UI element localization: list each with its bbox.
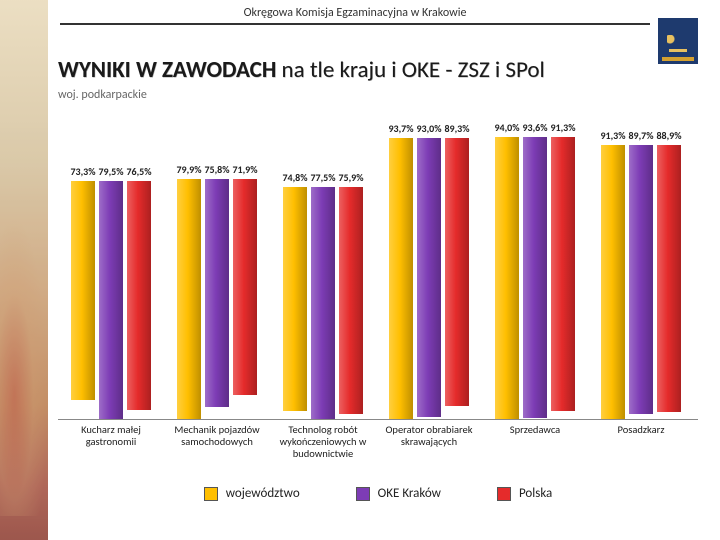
bar-value-label: 74,8%	[282, 171, 307, 184]
legend-item-oke: OKE Kraków	[356, 486, 441, 501]
subtitle-region: woj. podkarpackie	[58, 88, 147, 102]
bar: 73,3%	[71, 181, 95, 401]
logo-bar	[662, 57, 694, 61]
bar: 77,5%	[311, 187, 335, 420]
results-bar-chart: 73,3%79,5%76,5%79,9%75,8%71,9%74,8%77,5%…	[58, 120, 698, 470]
legend-swatch	[497, 487, 511, 501]
bar: 76,5%	[127, 181, 151, 411]
bar-value-label: 75,8%	[204, 163, 229, 176]
bar-group: 91,3%89,7%88,9%	[588, 145, 694, 419]
category-label: Posadzkarz	[588, 424, 694, 436]
bar: 93,7%	[389, 138, 413, 419]
legend-label: Polska	[519, 486, 552, 501]
bar: 94,0%	[495, 137, 519, 419]
page-title: WYNIKI W ZAWODACH na tle kraju i OKE - Z…	[58, 56, 545, 84]
bar-group: 93,7%93,0%89,3%	[376, 138, 482, 419]
legend-label: województwo	[226, 486, 300, 501]
bar: 71,9%	[233, 179, 257, 395]
chart-plot-area: 73,3%79,5%76,5%79,9%75,8%71,9%74,8%77,5%…	[58, 120, 698, 420]
bar-value-label: 77,5%	[310, 171, 335, 184]
bar-value-label: 89,3%	[444, 122, 469, 135]
legend-item-polska: Polska	[497, 486, 552, 501]
category-label: Sprzedawca	[482, 424, 588, 436]
bar: 75,9%	[339, 187, 363, 415]
bar-group: 79,9%75,8%71,9%	[164, 179, 270, 419]
bar: 91,3%	[551, 137, 575, 411]
bar-value-label: 93,0%	[416, 122, 441, 135]
bar-value-label: 91,3%	[600, 129, 625, 142]
header-org-name: Okręgowa Komisja Egzaminacyjna w Krakowi…	[60, 6, 650, 25]
bar: 74,8%	[283, 187, 307, 411]
bar-value-label: 91,3%	[550, 121, 575, 134]
bar-value-label: 93,7%	[388, 122, 413, 135]
logo-icon	[665, 33, 691, 55]
bar: 88,9%	[657, 145, 681, 412]
legend-swatch	[356, 487, 370, 501]
title-bold-part: WYNIKI W ZAWODACH	[58, 56, 276, 84]
bar-value-label: 88,9%	[656, 129, 681, 142]
bar: 75,8%	[205, 179, 229, 406]
legend-swatch	[204, 487, 218, 501]
bar-value-label: 73,3%	[70, 165, 95, 178]
category-label: Operator obrabiarek skrawających	[376, 424, 482, 448]
bar-group: 73,3%79,5%76,5%	[58, 181, 164, 420]
bar-value-label: 94,0%	[494, 121, 519, 134]
bar-value-label: 79,5%	[98, 165, 123, 178]
bar-value-label: 75,9%	[338, 171, 363, 184]
bar-value-label: 89,7%	[628, 129, 653, 142]
bar-group: 74,8%77,5%75,9%	[270, 187, 376, 420]
bar-value-label: 71,9%	[232, 163, 257, 176]
legend-item-wojewodztwo: województwo	[204, 486, 300, 501]
bar: 79,5%	[99, 181, 123, 420]
bar: 91,3%	[601, 145, 625, 419]
oke-logo	[658, 18, 698, 64]
bar: 93,0%	[417, 138, 441, 417]
bar-value-label: 79,9%	[176, 163, 201, 176]
decorative-left-band	[0, 0, 48, 540]
title-rest-part: na tle kraju i OKE - ZSZ i SPol	[276, 56, 544, 84]
legend-label: OKE Kraków	[378, 486, 441, 501]
chart-legend: województwo OKE Kraków Polska	[58, 486, 698, 501]
category-label: Kucharz małej gastronomii	[58, 424, 164, 448]
bar-value-label: 76,5%	[126, 165, 151, 178]
bar: 89,3%	[445, 138, 469, 406]
bar-group: 94,0%93,6%91,3%	[482, 137, 588, 419]
bar: 93,6%	[523, 137, 547, 418]
bar-value-label: 93,6%	[522, 121, 547, 134]
bar: 89,7%	[629, 145, 653, 414]
category-label: Technolog robót wykończeniowych w budown…	[270, 424, 376, 460]
bar: 79,9%	[177, 179, 201, 419]
category-label: Mechanik pojazdów samochodowych	[164, 424, 270, 448]
